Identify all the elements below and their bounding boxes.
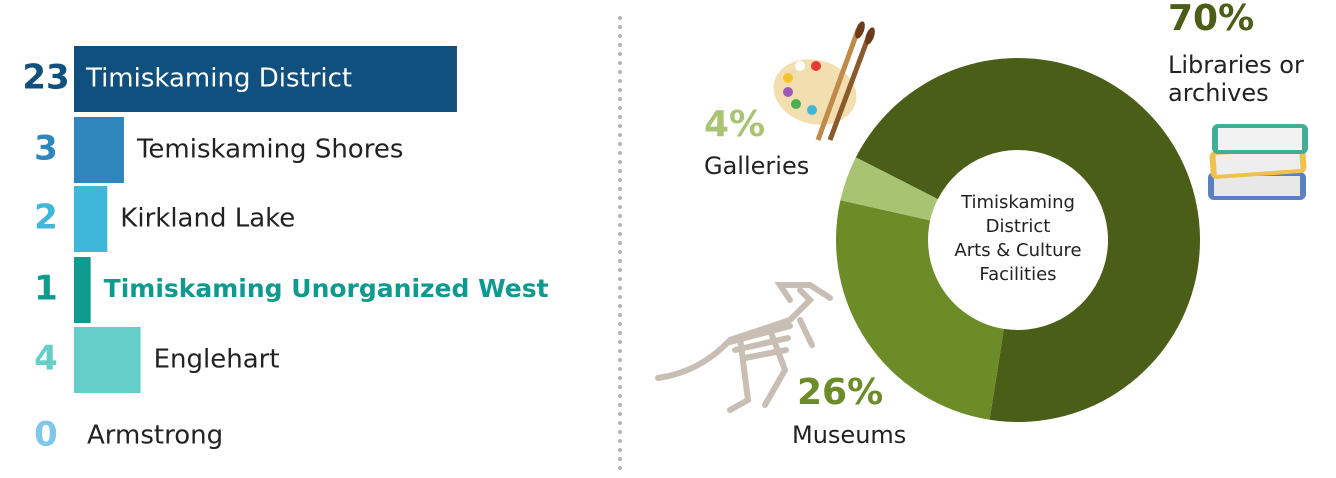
books-icon xyxy=(1208,124,1308,200)
palette-icon xyxy=(773,21,875,141)
bar xyxy=(74,117,124,183)
category-label: Timiskaming Unorganized West xyxy=(104,274,549,303)
percent-label: 26% xyxy=(797,372,883,413)
category-label: Museums xyxy=(792,421,906,449)
category-label: Kirkland Lake xyxy=(120,204,295,234)
category-label: Temiskaming Shores xyxy=(136,135,403,165)
value-label: 23 xyxy=(22,58,69,98)
dinosaur-icon xyxy=(655,282,833,413)
category-label: Galleries xyxy=(704,152,809,180)
category-label: Englehart xyxy=(154,345,280,375)
value-label: 4 xyxy=(34,339,58,379)
value-label: 1 xyxy=(34,269,58,309)
bar xyxy=(74,46,457,112)
category-label: Armstrong xyxy=(87,421,223,451)
value-label: 2 xyxy=(34,198,58,238)
category-label: Libraries or archives xyxy=(1168,51,1304,107)
percent-label: 70% xyxy=(1168,0,1254,39)
bar xyxy=(74,186,108,252)
center-label: Timiskaming District Arts & Culture Facilit… xyxy=(954,192,1081,285)
donut-slice xyxy=(840,157,938,221)
donut-slice xyxy=(836,200,1004,420)
value-label: 0 xyxy=(34,415,58,455)
bar xyxy=(74,257,91,323)
donut-slice xyxy=(855,58,1200,422)
bar xyxy=(74,327,141,393)
value-label: 3 xyxy=(34,129,58,169)
category-label: Timiskaming District xyxy=(85,64,352,94)
percent-label: 4% xyxy=(704,104,765,145)
